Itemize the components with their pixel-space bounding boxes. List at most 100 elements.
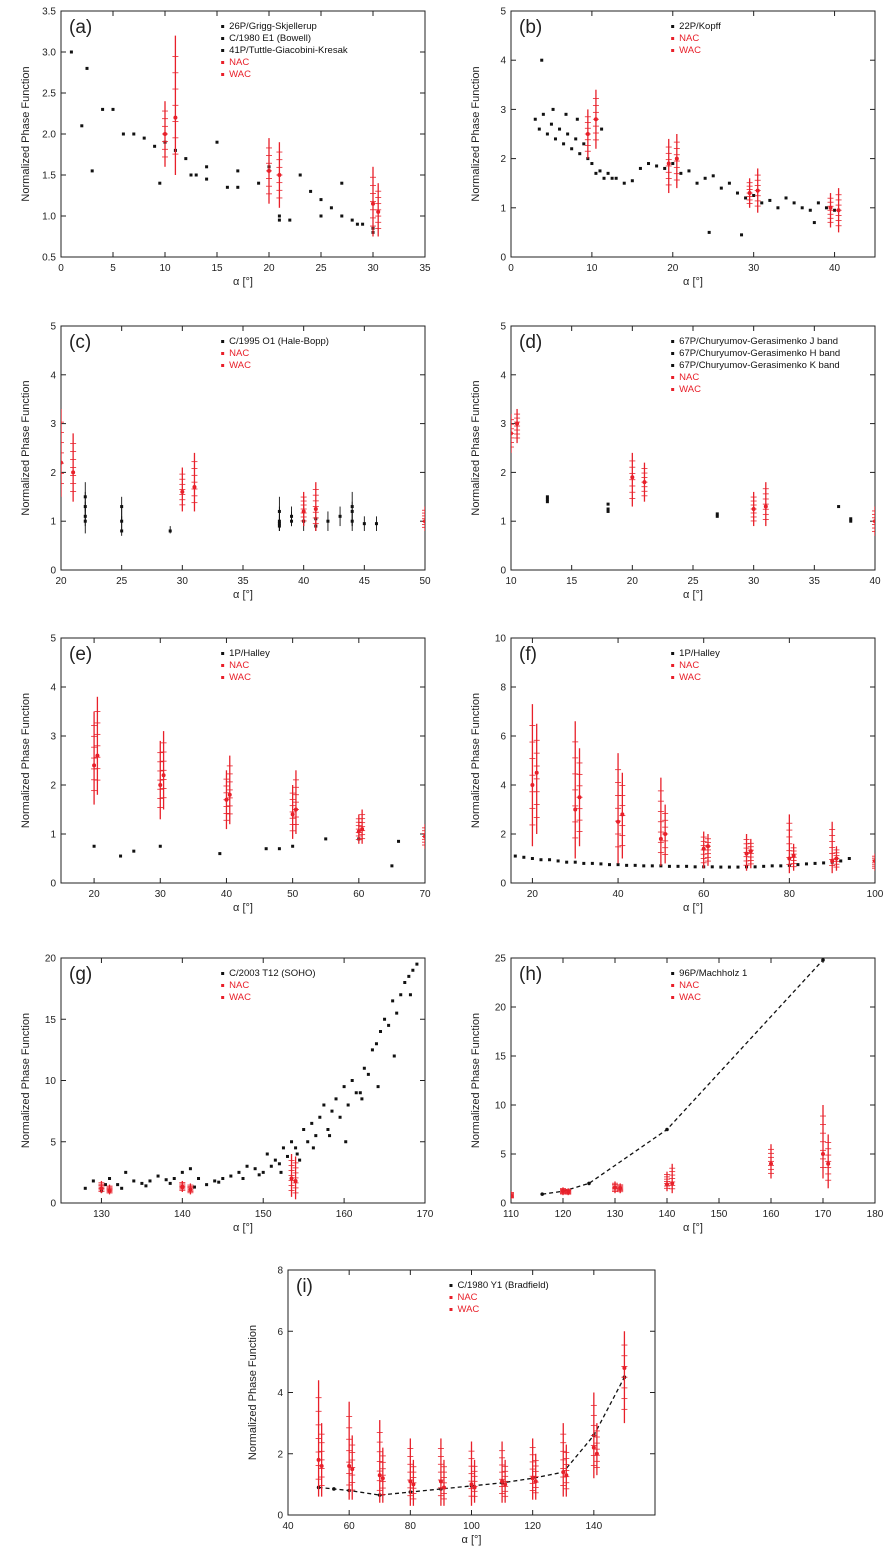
data-point <box>779 864 783 868</box>
data-point <box>616 819 621 824</box>
y-tick-label: 20 <box>495 1003 507 1014</box>
data-point <box>322 1103 326 1107</box>
data-point <box>229 1174 233 1178</box>
data-point <box>534 770 539 775</box>
plot-frame <box>510 957 876 1204</box>
x-tick-label: 110 <box>503 1209 519 1220</box>
legend-marker <box>671 364 675 367</box>
data-point <box>269 1164 273 1168</box>
data-point <box>99 1186 104 1191</box>
data-point <box>663 832 668 836</box>
data-point <box>277 214 281 218</box>
data-point <box>744 196 748 200</box>
legend-label: NAC <box>679 33 699 44</box>
data-point <box>194 173 198 177</box>
y-tick-label: 1.5 <box>42 171 56 182</box>
data-point <box>168 1181 172 1185</box>
data-point <box>606 509 610 513</box>
data-point <box>670 1181 675 1186</box>
data-point <box>606 171 610 175</box>
y-tick-label: 4 <box>50 683 56 694</box>
data-point <box>564 1473 569 1478</box>
x-tick-label: 20 <box>627 576 639 587</box>
x-tick-label: 160 <box>763 1209 780 1220</box>
y-tick-label: 0 <box>500 253 506 264</box>
data-point <box>69 50 73 54</box>
data-point <box>585 132 590 136</box>
data-point <box>189 173 193 177</box>
data-point <box>551 107 555 111</box>
data-point <box>390 864 394 868</box>
data-point <box>602 176 606 180</box>
legend-marker <box>671 652 675 655</box>
legend-label: 67P/Churyumov-Gerasimenko J band <box>679 336 838 347</box>
x-axis-label: α [°] <box>233 589 253 601</box>
legend-marker <box>221 664 225 667</box>
x-axis-label: α [°] <box>683 276 703 288</box>
x-tick-label: 20 <box>527 889 539 900</box>
data-point <box>671 162 675 166</box>
x-tick-label: 35 <box>419 263 431 274</box>
y-tick-label: 0 <box>500 1199 506 1210</box>
x-tick-label: 100 <box>463 1521 480 1532</box>
data-point <box>598 169 602 173</box>
data-point <box>633 863 637 867</box>
data-point <box>590 162 594 166</box>
data-point <box>184 157 188 161</box>
data-point <box>804 862 808 866</box>
panel-h: 110 120 130 140 150 160 170 180 0 5 10 15 20 25 α [°] N… <box>470 954 884 1235</box>
data-point <box>338 514 342 518</box>
data-point <box>833 208 837 212</box>
y-tick-label: 4 <box>277 1388 283 1399</box>
legend-label: NAC <box>679 372 699 383</box>
legend-marker <box>221 652 225 655</box>
data-point <box>319 1464 324 1468</box>
data-point <box>587 1181 591 1186</box>
data-point <box>340 214 344 218</box>
y-tick-label: 5 <box>50 322 56 333</box>
data-point <box>593 117 598 122</box>
y-tick-label: 10 <box>495 634 507 645</box>
data-point <box>92 763 97 768</box>
data-point <box>354 1091 358 1095</box>
data-point <box>399 993 403 997</box>
y-tick-label: 3 <box>500 419 506 430</box>
legend-label: 41P/Tuttle-Giacobini-Kresak <box>229 45 348 56</box>
data-point <box>752 194 756 197</box>
x-tick-label: 15 <box>211 263 223 274</box>
data-point <box>711 174 715 178</box>
legend-marker <box>671 972 675 975</box>
data-point <box>356 829 361 834</box>
data-point <box>164 1178 168 1182</box>
data-point <box>565 860 569 864</box>
data-point <box>338 1115 342 1119</box>
y-tick-label: 5 <box>500 7 506 18</box>
legend-label: NAC <box>229 980 249 991</box>
data-point <box>290 812 295 817</box>
y-tick-label: 0.5 <box>42 253 56 264</box>
data-point <box>703 176 707 180</box>
legend-label: WAC <box>229 992 251 1003</box>
legend-marker <box>671 49 675 52</box>
panel-d: 10 15 20 25 30 35 40 0 1 2 3 4 5 α [°] Normalized Phas… <box>470 322 881 602</box>
data-point <box>374 1042 378 1046</box>
x-tick-label: 170 <box>815 1209 832 1220</box>
data-point <box>796 863 800 867</box>
data-point <box>302 1128 306 1131</box>
y-tick-label: 4 <box>500 370 506 381</box>
x-tick-label: 40 <box>612 889 624 900</box>
x-tick-label: 170 <box>417 1209 434 1220</box>
y-tick-label: 10 <box>495 1101 507 1112</box>
y-tick-label: 5 <box>500 322 506 333</box>
data-point <box>366 1072 370 1076</box>
y-axis-label: Normalized Phase Function <box>20 1013 32 1148</box>
data-point <box>415 962 419 966</box>
x-axis-label: α [°] <box>233 276 253 288</box>
data-point <box>350 1079 354 1082</box>
data-point <box>599 862 603 866</box>
data-point <box>221 1177 225 1180</box>
legend-marker <box>671 996 675 999</box>
data-point <box>622 181 626 185</box>
data-point <box>541 112 545 116</box>
